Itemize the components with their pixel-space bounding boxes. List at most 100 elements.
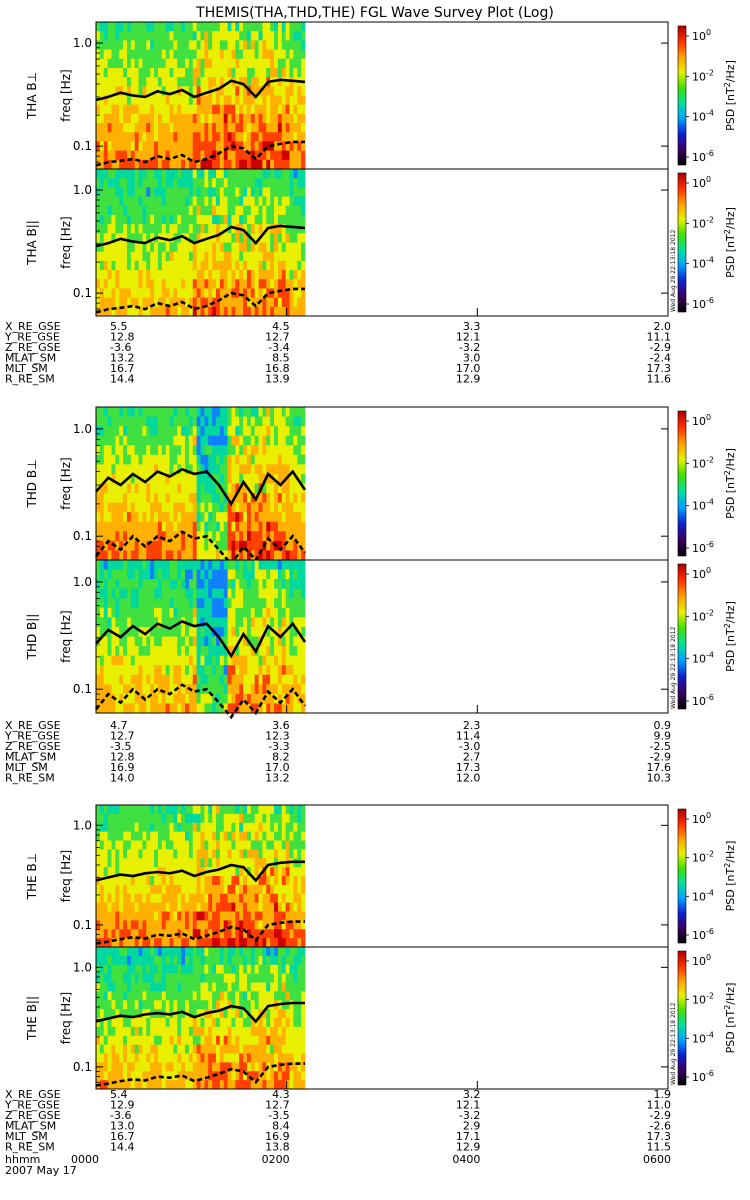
ephemeris-value: 2.9 <box>463 1120 481 1133</box>
ephemeris-value: 2.0 <box>654 320 672 333</box>
y-tick-label: 1.0 <box>73 818 92 832</box>
ephemeris-value: 12.0 <box>456 772 481 785</box>
colorbar-strip <box>677 25 687 166</box>
ephemeris-value: -3.0 <box>459 740 480 753</box>
fce-line <box>95 467 307 507</box>
ephemeris-value: -2.9 <box>650 751 671 764</box>
ephemeris-name: X_RE_GSE <box>5 719 61 732</box>
ephemeris-value: 17.1 <box>456 1130 481 1143</box>
colorbar-tick-label: 10-4 <box>692 651 714 666</box>
y-tick-label: 1.0 <box>73 960 92 974</box>
colorbar-tick-label: 10-2 <box>692 850 714 865</box>
ephemeris-value: 13.0 <box>110 1120 135 1133</box>
ephemeris-name: Z_RE_GSE <box>5 740 61 753</box>
spectrogram-1-1 <box>96 560 306 714</box>
ephemeris-value: 17.3 <box>647 362 672 375</box>
ephemeris-name: MLAT_SM <box>5 352 56 365</box>
ephemeris-name: MLAT_SM <box>5 1120 56 1133</box>
spectrogram-0-0 <box>96 22 306 170</box>
y-tick-label: 1.0 <box>73 575 92 589</box>
spectrogram-2-1 <box>96 947 306 1090</box>
ephemeris-value: 11.5 <box>647 1141 672 1154</box>
ephemeris-value: 11.6 <box>647 373 672 386</box>
ephemeris-value: 11.0 <box>647 1099 672 1112</box>
ephemeris-value: 12.3 <box>265 730 290 743</box>
x-tick-label: 0600 <box>643 1153 671 1166</box>
ephemeris-value: 12.8 <box>110 331 135 344</box>
ephemeris-value: 17.0 <box>265 761 290 774</box>
ephemeris-value: 12.7 <box>110 730 135 743</box>
colorbar-tick-label: 10-2 <box>692 992 714 1007</box>
colorbar-strip <box>677 808 687 944</box>
colorbar: 100 10-2 10-4 10-6 PSD [nT2/Hz] <box>677 563 737 710</box>
ephemeris-name: MLT_SM <box>5 761 48 774</box>
ephemeris-name: R_RE_SM <box>5 1141 55 1154</box>
time-label: hhmm <box>5 1153 40 1166</box>
colorbar-tick-label: 100 <box>692 175 711 190</box>
ephemeris-value: 16.7 <box>110 362 135 375</box>
ephemeris-table: X_RE_GSE 5.4 4.3 3.2 1.9 Y_RE_GSE 12.9 12.7 12.1… <box>4 1088 671 1154</box>
ephemeris-value: 14.4 <box>110 373 135 386</box>
colorbar-label: PSD [nT2/Hz] <box>723 601 737 672</box>
ephemeris-name: R_RE_SM <box>5 772 55 785</box>
ephemeris-name: Y_RE_GSE <box>4 730 60 743</box>
ephemeris-value: -3.5 <box>268 1109 289 1122</box>
ephemeris-value: 4.3 <box>272 1088 290 1101</box>
colorbar-tick-label: 10-6 <box>692 149 714 164</box>
ephemeris-value: 3.6 <box>272 719 290 732</box>
colorbar: 100 10-2 10-4 10-6 PSD [nT2/Hz] <box>677 808 737 944</box>
ephemeris-value: 8.4 <box>272 1120 290 1133</box>
ephemeris-value: 10.3 <box>647 772 672 785</box>
colorbar-tick-label: 10-6 <box>692 296 714 311</box>
ephemeris-value: -3.6 <box>110 1109 131 1122</box>
ephemeris-value: 13.2 <box>265 772 290 785</box>
y-tick-label: 0.1 <box>73 682 92 696</box>
fce-line <box>95 1001 305 1024</box>
colorbar-tick-label: 10-2 <box>692 608 714 623</box>
ephemeris-table: X_RE_GSE 5.5 4.5 3.3 2.0 Y_RE_GSE 12.8 12.7 12.1… <box>4 320 671 386</box>
ephemeris-value: -3.5 <box>110 740 131 753</box>
ephemeris-table: X_RE_GSE 4.7 3.6 2.3 0.9 Y_RE_GSE 12.7 12.3 11.4… <box>4 719 671 785</box>
ephemeris-value: 4.5 <box>272 320 290 333</box>
ephemeris-value: 3.2 <box>463 1088 481 1101</box>
colorbar-tick-label: 100 <box>692 566 711 581</box>
colorbar-tick-label: 10-4 <box>692 109 714 124</box>
colorbar: 100 10-2 10-4 10-6 PSD [nT2/Hz] <box>677 950 737 1086</box>
colorbar-tick-label: 10-6 <box>692 693 714 708</box>
ephemeris-value: 2.3 <box>463 719 481 732</box>
colorbar-tick-label: 10-6 <box>692 540 714 555</box>
ephemeris-value: 14.0 <box>110 772 135 785</box>
ephemeris-value: 5.4 <box>110 1088 128 1101</box>
colorbar: 100 10-2 10-4 10-6 PSD [nT2/Hz] <box>677 410 737 557</box>
spectrogram-1-0 <box>96 407 306 561</box>
ephemeris-value: 14.4 <box>110 1141 135 1154</box>
colorbar-tick-label: 10-2 <box>692 68 714 83</box>
ephemeris-value: 12.8 <box>110 751 135 764</box>
ephemeris-value: -2.6 <box>650 1120 671 1133</box>
colorbar-strip <box>677 410 687 557</box>
ephemeris-value: 12.7 <box>265 331 290 344</box>
ephemeris-value: 4.7 <box>110 719 128 732</box>
colorbar-tick-label: 10-4 <box>692 256 714 271</box>
half-fce-line <box>94 530 307 567</box>
ephemeris-value: 2.7 <box>463 751 481 764</box>
spectrogram-0-1 <box>96 169 306 317</box>
ephemeris-value: 12.1 <box>456 1099 481 1112</box>
half-fce-line <box>95 1062 305 1087</box>
ephemeris-name: X_RE_GSE <box>5 320 61 333</box>
ephemeris-value: 16.7 <box>110 1130 135 1143</box>
y-tick-label: 0.1 <box>73 139 92 153</box>
ephemeris-value: 1.9 <box>654 1088 672 1101</box>
colorbar-tick-label: 10-4 <box>692 888 714 903</box>
colorbar-tick-label: 10-6 <box>692 927 714 942</box>
ephemeris-value: -2.4 <box>650 352 671 365</box>
colorbar-label: PSD [nT2/Hz] <box>723 207 737 278</box>
ephemeris-value: 12.9 <box>110 1099 135 1112</box>
plot-title: THEMIS(THA,THD,THE) FGL Wave Survey Plot… <box>195 5 554 21</box>
ephemeris-value: -2.9 <box>650 1109 671 1122</box>
half-fce-line <box>95 140 305 167</box>
ephemeris-value: 12.9 <box>456 373 481 386</box>
fce-line <box>95 224 306 248</box>
ephemeris-value: 8.2 <box>272 751 290 764</box>
ephemeris-value: -3.3 <box>268 740 289 753</box>
